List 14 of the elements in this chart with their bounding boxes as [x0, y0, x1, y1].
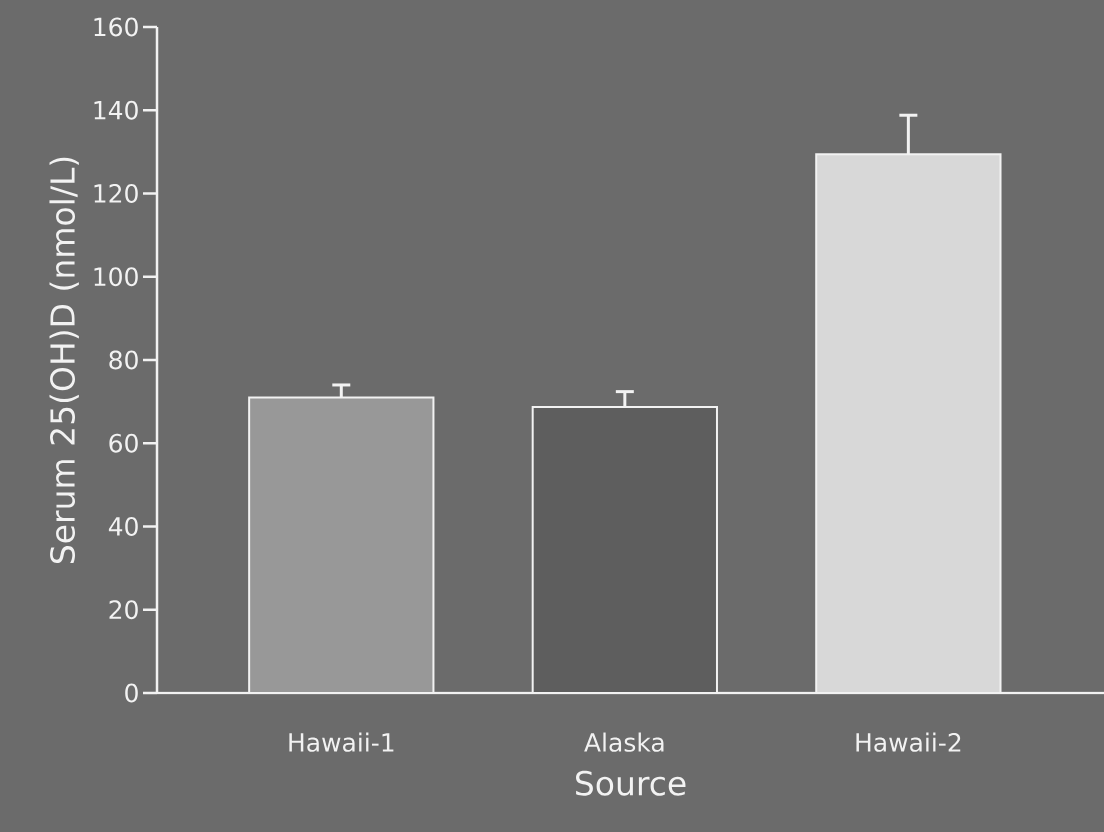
y-axis-title: Serum 25(OH)D (nmol/L) — [49, 157, 79, 564]
y-tick-label: 120 — [94, 184, 138, 203]
y-tick-label: 140 — [94, 100, 138, 120]
y-tick-label: 160 — [94, 17, 138, 37]
y-tick-label: 80 — [109, 350, 138, 370]
y-tick-label: 40 — [108, 517, 138, 536]
x-tick-label: Hawaii-2 — [856, 732, 961, 752]
y-tick-label: 0 — [125, 683, 138, 703]
y-tick-label: 60 — [109, 433, 138, 453]
y-tick-label: 100 — [94, 267, 138, 287]
y-tick-label: 20 — [109, 600, 138, 620]
x-axis-title: Source — [576, 770, 686, 796]
x-tick-label: Alaska — [584, 732, 664, 752]
x-tick-label: Hawaii-1 — [289, 732, 394, 752]
